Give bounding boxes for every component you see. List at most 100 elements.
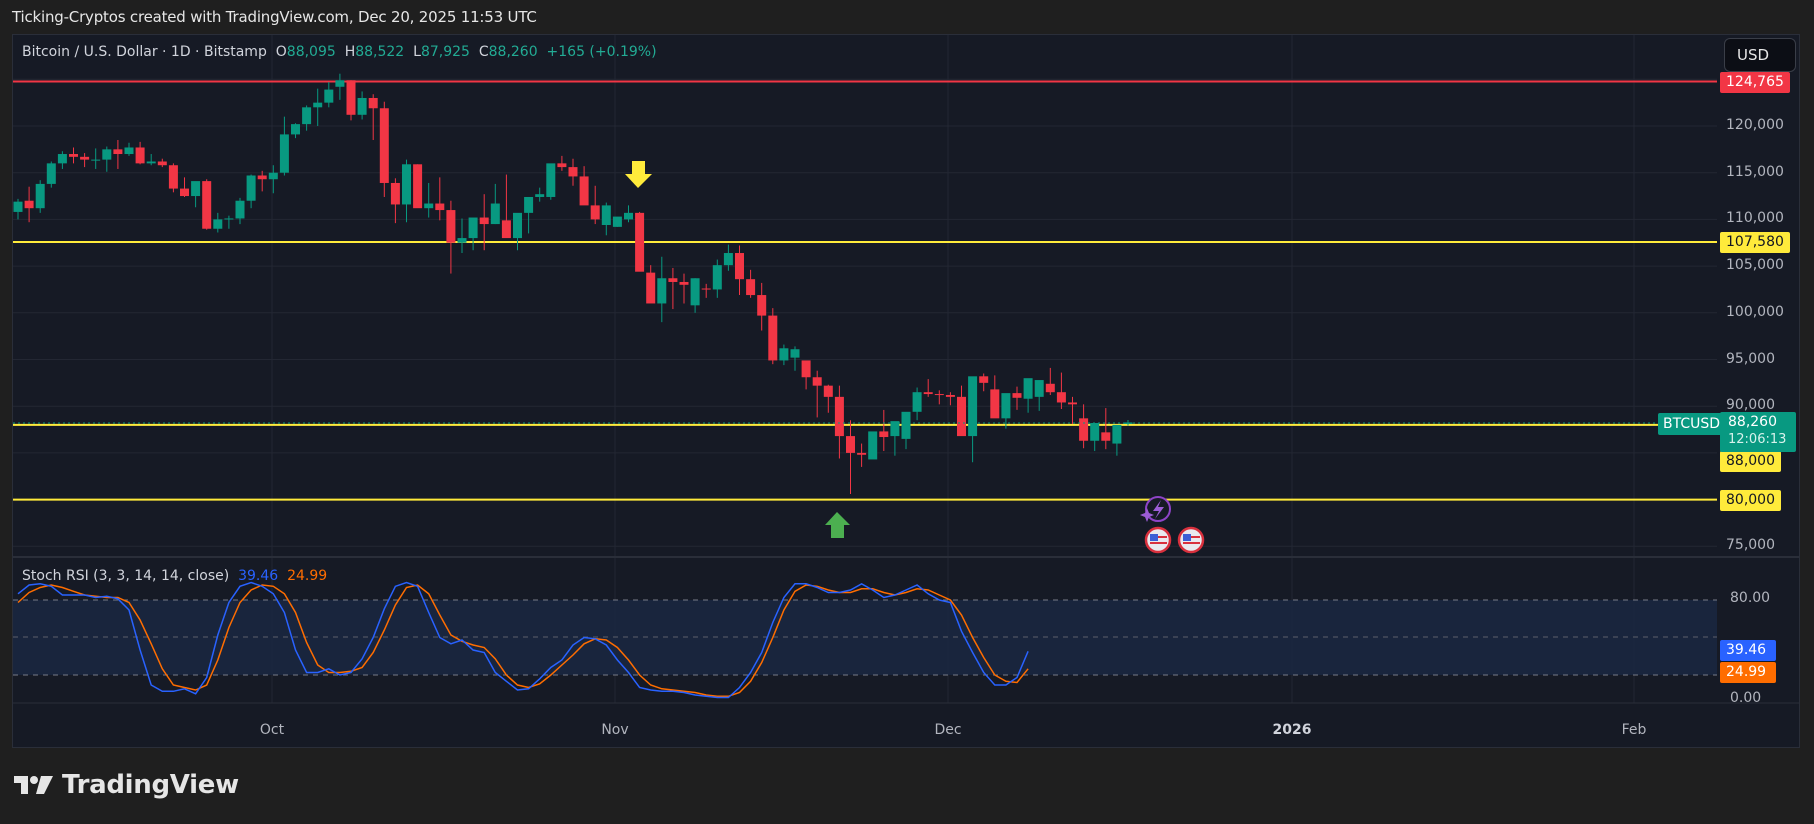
candle-body bbox=[390, 182, 400, 205]
stoch-legend: Stoch RSI (3, 3, 14, 14, close) 39.46 24… bbox=[22, 568, 327, 584]
candle-body bbox=[979, 376, 989, 383]
candle-body bbox=[302, 107, 312, 125]
candle-body bbox=[46, 163, 56, 184]
candle-body bbox=[934, 394, 944, 396]
price-axis-label: 95,000 bbox=[1726, 350, 1775, 367]
candle-body bbox=[490, 203, 500, 225]
price-axis-label: 120,000 bbox=[1726, 117, 1784, 133]
change-value: +165 (+0.19%) bbox=[546, 44, 657, 60]
candle-body bbox=[113, 149, 123, 155]
currency-button[interactable]: USD bbox=[1724, 38, 1796, 72]
low-label: L bbox=[413, 44, 421, 60]
low-value: 87,925 bbox=[420, 44, 470, 60]
candle-body bbox=[468, 217, 478, 239]
candle-body bbox=[846, 436, 855, 453]
bar-countdown: 12:06:13 bbox=[1728, 432, 1787, 447]
candle-body bbox=[1101, 432, 1111, 441]
us-flag-event-icon[interactable] bbox=[1177, 526, 1205, 554]
candle-body bbox=[146, 161, 156, 164]
candle-body bbox=[246, 175, 256, 201]
candle-body bbox=[191, 181, 201, 197]
candle-body bbox=[657, 278, 667, 304]
candle-body bbox=[701, 288, 711, 290]
symbol-title[interactable]: Bitcoin / U.S. Dollar · 1D · Bitstamp bbox=[22, 44, 267, 60]
candle-body bbox=[291, 124, 300, 135]
candle-body bbox=[579, 176, 589, 206]
candle-body bbox=[757, 295, 767, 316]
candle-body bbox=[268, 172, 278, 180]
open-value: 88,095 bbox=[286, 44, 336, 60]
open-label: O bbox=[275, 44, 287, 60]
candle-body bbox=[346, 80, 356, 115]
us-flag-event-icon[interactable] bbox=[1144, 526, 1172, 554]
stoch-axis-0: 0.00 bbox=[1730, 690, 1762, 706]
candle-body bbox=[224, 218, 234, 220]
stoch-k-value: 39.46 bbox=[238, 568, 279, 584]
tradingview-logo[interactable]: TradingView bbox=[14, 770, 239, 800]
candle-body bbox=[57, 154, 67, 164]
ohlc-legend: Bitcoin / U.S. Dollar · 1D · Bitstamp O8… bbox=[22, 44, 657, 60]
lightning-event-icon[interactable] bbox=[1140, 496, 1171, 522]
price-axis-label: 100,000 bbox=[1726, 303, 1784, 320]
stoch-k-tag: 39.46 bbox=[1720, 640, 1776, 661]
candle-body bbox=[912, 392, 922, 412]
candle-body bbox=[801, 360, 811, 378]
candle-body bbox=[335, 80, 345, 87]
candle-body bbox=[157, 161, 167, 166]
candle-body bbox=[546, 163, 556, 197]
candle-body bbox=[102, 149, 112, 160]
candle-body bbox=[624, 212, 633, 220]
candle-body bbox=[202, 181, 212, 229]
candle-body bbox=[257, 175, 267, 180]
candle-body bbox=[1112, 424, 1122, 444]
candle-body bbox=[679, 281, 689, 285]
candle-body bbox=[524, 196, 534, 213]
candle-body bbox=[646, 272, 656, 304]
candle-body bbox=[213, 219, 223, 229]
candle-body bbox=[779, 348, 789, 361]
candle-body bbox=[24, 200, 34, 209]
price-axis-label: 110,000 bbox=[1726, 210, 1784, 227]
stoch-d-line bbox=[17, 584, 1029, 698]
candle-body bbox=[13, 201, 23, 212]
candle-body bbox=[80, 156, 90, 160]
candle-body bbox=[735, 253, 744, 280]
stoch-title[interactable]: Stoch RSI (3, 3, 14, 14, close) bbox=[22, 568, 230, 584]
up-arrow-icon bbox=[825, 512, 850, 538]
last-price-tag: 88,260 12:06:13 bbox=[1720, 412, 1796, 452]
time-axis-label: Nov bbox=[601, 722, 629, 738]
candle-body bbox=[402, 164, 411, 205]
candle-body bbox=[1012, 393, 1022, 398]
time-axis-label: 2026 bbox=[1272, 722, 1312, 738]
candle-body bbox=[446, 210, 456, 243]
candle-body bbox=[535, 194, 545, 197]
candle-body bbox=[990, 389, 1000, 419]
brand-name: TradingView bbox=[62, 770, 239, 800]
candle-body bbox=[180, 188, 189, 197]
candle-body bbox=[868, 431, 878, 460]
candle-body bbox=[723, 253, 733, 266]
last-price-value: 88,260 bbox=[1728, 414, 1777, 430]
candle-body bbox=[746, 279, 756, 296]
down-arrow-icon bbox=[625, 161, 652, 188]
candle-body bbox=[1079, 418, 1089, 441]
candle-body bbox=[890, 421, 900, 437]
candle-body bbox=[457, 238, 467, 243]
candle-body bbox=[568, 167, 578, 177]
candle-body bbox=[513, 212, 522, 239]
candle-body bbox=[69, 154, 78, 157]
candle-body bbox=[135, 147, 145, 164]
time-axis-label: Oct bbox=[259, 722, 285, 738]
stoch-k-line bbox=[17, 581, 1029, 699]
horizontal-levels[interactable] bbox=[13, 80, 1717, 501]
high-label: H bbox=[344, 44, 356, 60]
level-tag-80000: 80,000 bbox=[1720, 490, 1781, 511]
candle-body bbox=[590, 205, 600, 220]
candle-body bbox=[1001, 393, 1011, 419]
candle-body bbox=[479, 217, 489, 225]
stoch-d-tag: 24.99 bbox=[1720, 662, 1776, 683]
candle-body bbox=[712, 265, 722, 290]
candle-body bbox=[945, 394, 955, 397]
candle-body bbox=[768, 315, 778, 361]
